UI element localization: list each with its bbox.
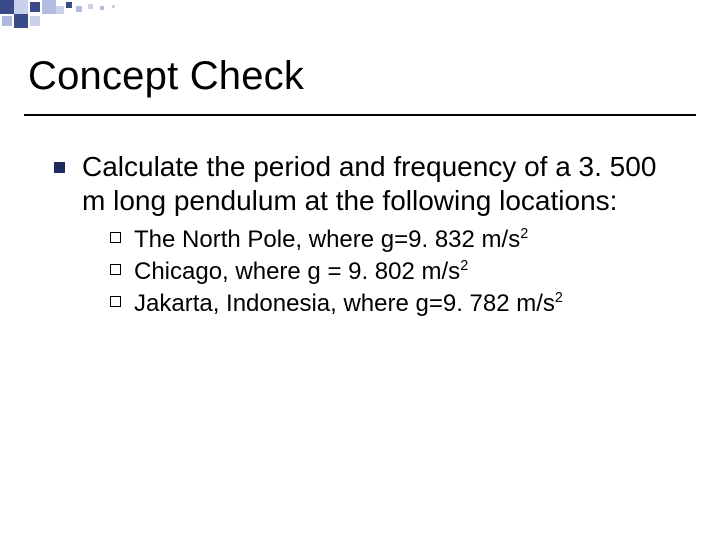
level2-text: Jakarta, Indonesia, where g=9. 782 m/s: [134, 290, 555, 317]
deco-square: [2, 16, 12, 26]
bullet-level1: Calculate the period and frequency of a …: [54, 150, 680, 319]
deco-square: [0, 0, 14, 14]
deco-square: [88, 4, 93, 9]
deco-square: [76, 6, 82, 12]
deco-square: [30, 2, 40, 12]
deco-square: [112, 5, 115, 8]
bullet-level2: Jakarta, Indonesia, where g=9. 782 m/s2: [110, 288, 680, 320]
square-bullet-outline-icon: [110, 232, 121, 243]
deco-square: [66, 2, 72, 8]
deco-square: [42, 0, 56, 14]
sub-bullet-list: The North Pole, where g=9. 832 m/s2Chica…: [110, 224, 680, 319]
title-underline: [24, 114, 696, 116]
slide-title: Concept Check: [28, 54, 304, 99]
bullet-level2: The North Pole, where g=9. 832 m/s2: [110, 224, 680, 256]
superscript: 2: [460, 258, 468, 274]
slide: Concept Check Calculate the period and f…: [0, 0, 720, 540]
level2-text: Chicago, where g = 9. 802 m/s: [134, 258, 460, 285]
corner-decoration: [0, 0, 180, 28]
superscript: 2: [555, 290, 563, 306]
level1-text: Calculate the period and frequency of a …: [82, 151, 656, 216]
deco-square: [14, 0, 28, 14]
square-bullet-filled-icon: [54, 162, 65, 173]
superscript: 2: [520, 226, 528, 242]
slide-body: Calculate the period and frequency of a …: [54, 150, 680, 333]
deco-square: [14, 14, 28, 28]
deco-square: [56, 6, 64, 14]
bullet-level2: Chicago, where g = 9. 802 m/s2: [110, 256, 680, 288]
level2-text: The North Pole, where g=9. 832 m/s: [134, 226, 520, 253]
deco-square: [100, 6, 104, 10]
square-bullet-outline-icon: [110, 264, 121, 275]
square-bullet-outline-icon: [110, 296, 121, 307]
deco-square: [30, 16, 40, 26]
